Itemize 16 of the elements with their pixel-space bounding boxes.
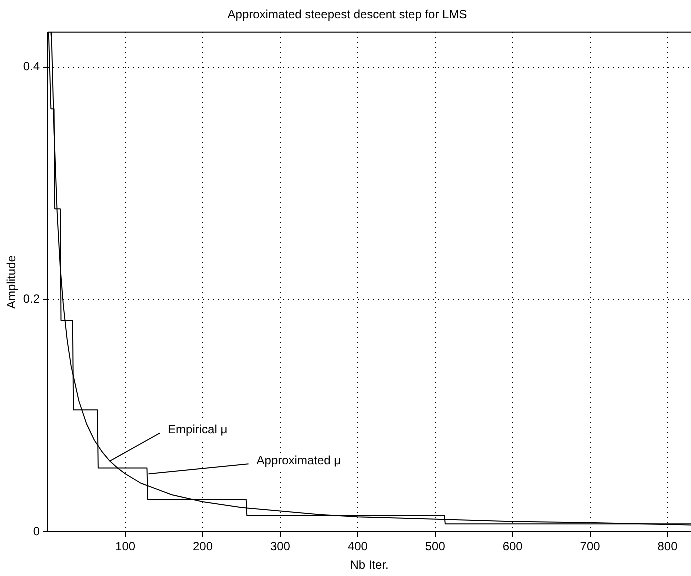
chart-title: Approximated steepest descent step for LMS <box>228 8 468 22</box>
x-tick-label: 100 <box>116 540 136 554</box>
x-tick-label: 600 <box>502 540 524 554</box>
annotation: Approximated μ <box>256 453 342 468</box>
x-tick-label: 800 <box>658 540 678 554</box>
x-tick-label: 200 <box>192 540 214 554</box>
y-axis-title: Amplitude <box>4 255 19 309</box>
y-tick-label: 0 <box>33 524 40 539</box>
x-tick-label: 500 <box>425 540 446 554</box>
y-tick-label: 0.4 <box>23 60 40 74</box>
x-tick-label: 400 <box>348 540 368 554</box>
y-tick-label: 0.2 <box>23 292 40 306</box>
x-tick-label: 700 <box>580 540 601 554</box>
x-axis-title: Nb Iter. <box>350 558 389 572</box>
x-tick-label: 300 <box>270 540 291 554</box>
annotation: Empirical μ <box>168 422 228 437</box>
